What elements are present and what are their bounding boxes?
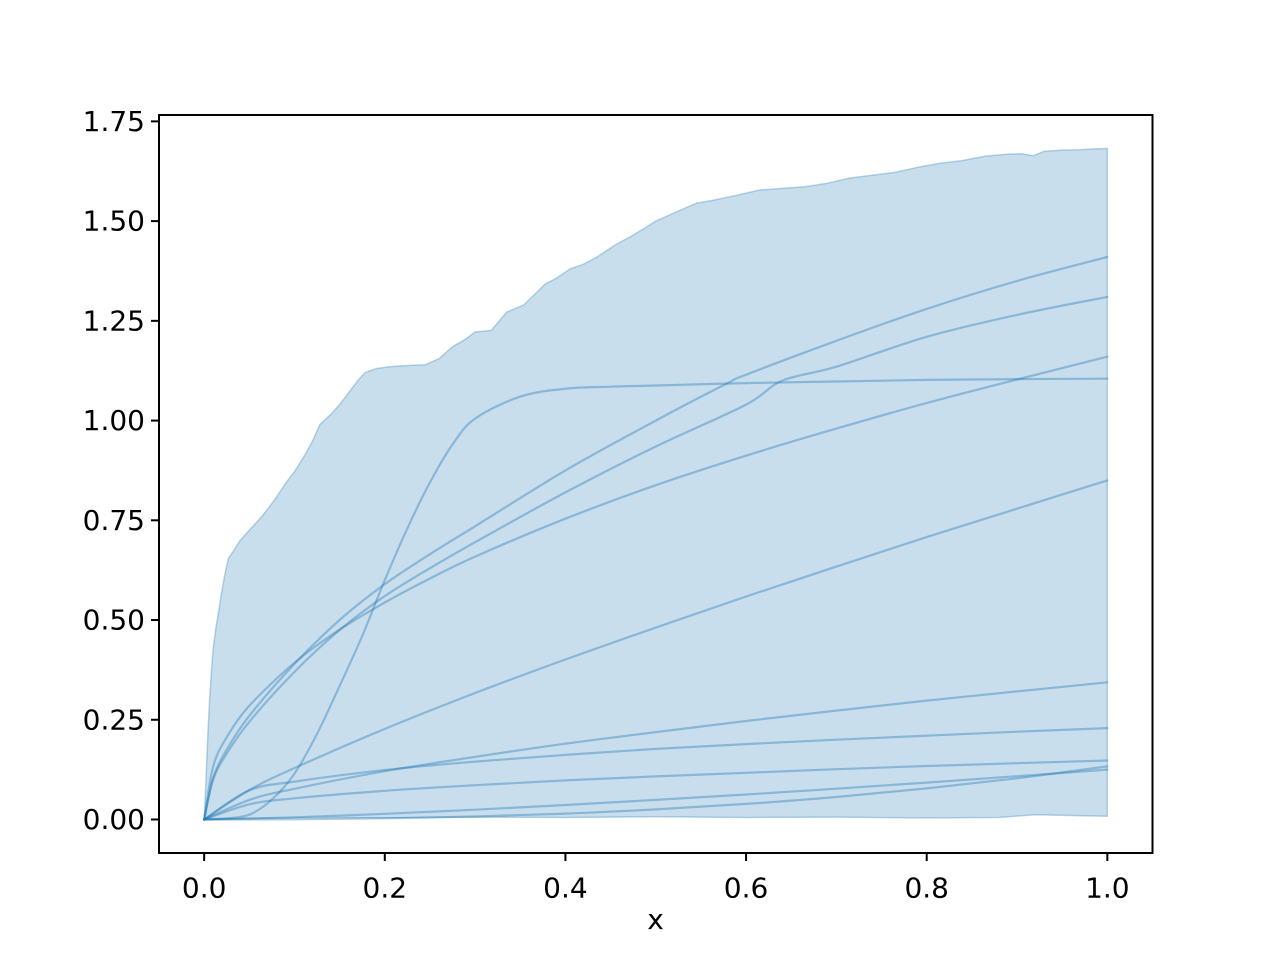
y-tick-label: 1.00 <box>83 404 145 437</box>
curve-06-shallow-concave <box>203 681 1109 821</box>
tick-labels-group: 0.0 0.2 0.4 0.6 0.8 1.0 0.00 0.25 0.50 0.75 1.00 1.… <box>83 105 1130 905</box>
uncertainty-band-group <box>203 147 1109 821</box>
axes-group <box>158 114 1154 854</box>
y-tick-label: 0.50 <box>83 604 145 637</box>
curve-10-near-linear-shallow <box>203 768 1109 821</box>
y-tick-label: 1.25 <box>83 304 145 337</box>
x-tick-label: 0.4 <box>543 872 588 905</box>
x-tick-label: 1.0 <box>1085 872 1130 905</box>
curve-05-near-linear <box>203 479 1109 821</box>
y-tick-label: 1.50 <box>83 205 145 238</box>
curve-09-convex <box>203 765 1109 821</box>
axes-frame <box>158 114 1154 854</box>
x-tick-label: 0.0 <box>182 872 227 905</box>
y-tick-label: 1.75 <box>83 105 145 138</box>
curve-08-shallow-concave <box>203 759 1109 821</box>
sample-curves-group <box>203 255 1109 821</box>
y-tick-label: 0.25 <box>83 703 145 736</box>
y-tick-label: 0.75 <box>83 504 145 537</box>
curve-04-concave <box>203 355 1109 821</box>
y-tick-label: 0.00 <box>83 803 145 836</box>
x-tick-label: 0.8 <box>904 872 949 905</box>
x-tick-label: 0.6 <box>724 872 769 905</box>
curve-02-concave <box>203 255 1109 821</box>
min-max-envelope <box>203 147 1109 821</box>
curve-03-concave <box>203 295 1109 821</box>
curve-01-saturating-plateau <box>203 377 1109 821</box>
tick-marks-group <box>151 120 1109 861</box>
curve-07-shallow-concave <box>203 727 1109 821</box>
x-axis-label: x <box>647 903 664 936</box>
x-tick-label: 0.2 <box>363 872 408 905</box>
